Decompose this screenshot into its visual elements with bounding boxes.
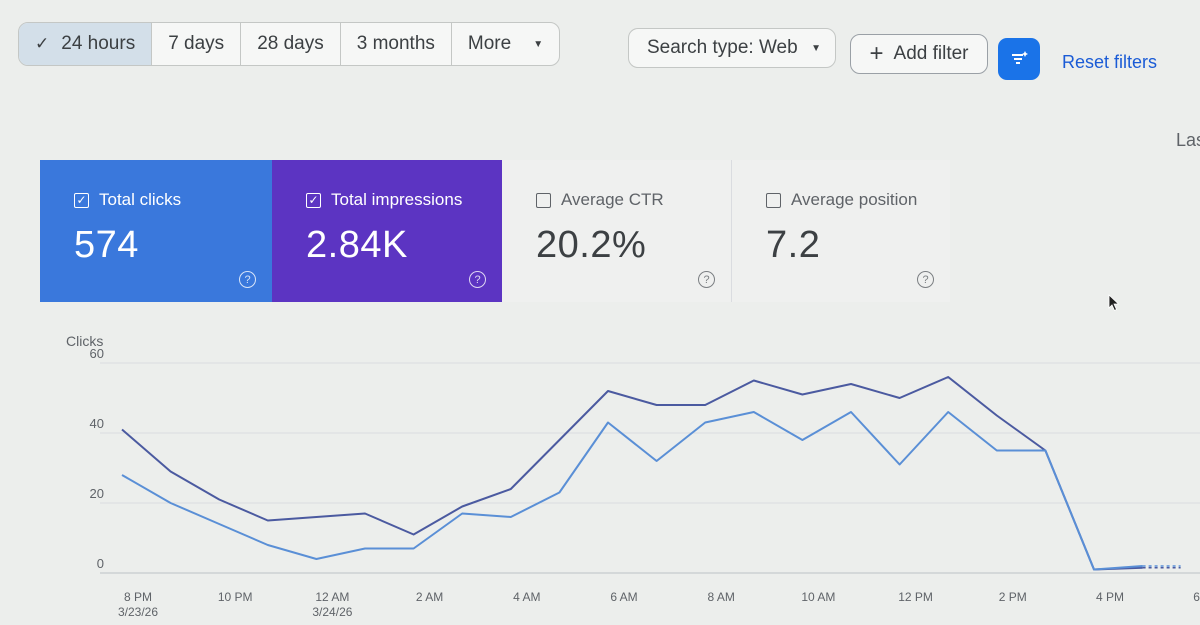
help-icon[interactable]: ?: [698, 271, 715, 288]
x-tick-label: 6 PM: [1193, 590, 1200, 604]
date-range-option[interactable]: 3 months: [341, 23, 452, 65]
y-axis-title: Clicks: [66, 333, 103, 349]
y-tick-label: 60: [90, 346, 104, 361]
filter-settings-button[interactable]: [998, 38, 1040, 80]
performance-chart: Clicks 0 20 40 60 8 PM 3/23/26 10 PM 12 AM 3/24/2…: [0, 325, 1200, 625]
date-range-label: 28 days: [257, 33, 324, 54]
y-tick-label: 40: [90, 416, 104, 431]
x-tick-label: 2 PM: [999, 590, 1027, 604]
filter-sparkle-icon: [1012, 51, 1028, 64]
x-tick-label: 6 AM: [610, 590, 637, 604]
chevron-down-icon: ▼: [533, 38, 544, 50]
checkbox-unchecked-icon[interactable]: [766, 192, 781, 208]
date-range-label: More: [467, 33, 512, 54]
metric-label: Total impressions: [331, 190, 463, 209]
date-range-label: 3 months: [356, 33, 435, 54]
x-tick-label: 8 AM: [708, 590, 735, 604]
x-tick-label: 12 AM: [315, 590, 349, 604]
x-tick-label: 8 PM: [124, 590, 152, 604]
add-filter-label: Add filter: [893, 43, 969, 64]
y-tick-label: 20: [90, 486, 104, 501]
metric-value: 574: [74, 224, 139, 266]
metric-value: 20.2%: [536, 224, 647, 266]
date-range-option[interactable]: ✓ 24 hours: [19, 23, 153, 65]
x-tick-label: 4 AM: [513, 590, 540, 604]
series-line: [121, 376, 1143, 571]
check-icon: ✓: [35, 34, 50, 53]
date-range-label: 24 hours: [61, 33, 136, 54]
date-range-label: 7 days: [168, 33, 225, 54]
checkbox-checked-icon[interactable]: ✓: [306, 192, 321, 208]
reset-filters-link[interactable]: Reset filters: [1062, 52, 1158, 72]
x-tick-label: 12 PM: [898, 590, 933, 604]
x-tick-sublabel: 3/23/26: [118, 605, 158, 619]
metric-card-total-clicks[interactable]: ✓ Total clicks 574 ?: [40, 160, 272, 302]
chevron-down-icon: ▼: [811, 42, 821, 54]
metric-label: Average CTR: [561, 190, 664, 209]
checkbox-checked-icon[interactable]: ✓: [74, 192, 89, 208]
x-tick-label: 10 AM: [801, 590, 835, 604]
metric-value: 2.84K: [306, 224, 408, 266]
date-range-option[interactable]: More ▼: [452, 23, 559, 65]
search-type-label: Search type: Web: [647, 37, 798, 58]
series-line: [121, 411, 1143, 571]
x-tick-label: 10 PM: [218, 590, 253, 604]
date-range-selector: ✓ 24 hours 7 days 28 days 3 months More ▼: [18, 22, 561, 66]
help-icon[interactable]: ?: [239, 271, 256, 288]
metric-label: Total clicks: [99, 190, 182, 209]
y-tick-label: 0: [97, 556, 104, 571]
metric-card-average-position[interactable]: Average position 7.2 ?: [732, 160, 950, 302]
help-icon[interactable]: ?: [917, 271, 934, 288]
metric-card-average-ctr[interactable]: Average CTR 20.2% ?: [502, 160, 732, 302]
last-updated-text: Las: [1176, 130, 1200, 150]
line-chart: Clicks 0 20 40 60 8 PM3/23/26 10 PM 12 AM3/24/2…: [66, 333, 1200, 619]
date-range-option[interactable]: 28 days: [241, 23, 341, 65]
plus-icon: +: [869, 40, 884, 67]
metric-card-total-impressions[interactable]: ✓ Total impressions 2.84K ?: [272, 160, 502, 302]
date-range-option[interactable]: 7 days: [152, 23, 242, 65]
x-tick-label: 2 AM: [416, 590, 443, 604]
add-filter-button[interactable]: + Add filter: [850, 34, 988, 74]
metric-value: 7.2: [766, 224, 821, 266]
search-type-dropdown[interactable]: Search type: Web ▼: [628, 28, 836, 68]
help-icon[interactable]: ?: [469, 271, 486, 288]
x-tick-sublabel: 3/24/26: [312, 605, 352, 619]
x-tick-label: 4 PM: [1096, 590, 1124, 604]
checkbox-unchecked-icon[interactable]: [536, 192, 551, 208]
mouse-cursor-icon: [1108, 294, 1120, 312]
metric-label: Average position: [791, 190, 918, 209]
